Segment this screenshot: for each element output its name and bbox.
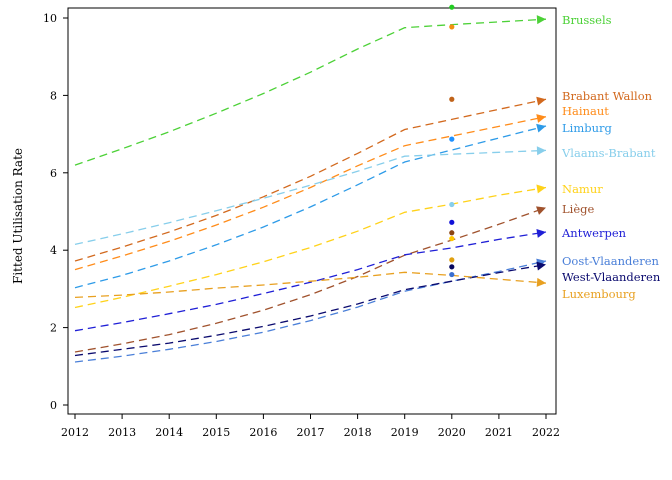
y-axis: 0 2 4 6 8 10 bbox=[43, 12, 68, 412]
plot-frame bbox=[67, 7, 557, 415]
series-line bbox=[74, 149, 547, 246]
series-point-2020 bbox=[449, 136, 455, 142]
series-arrowhead bbox=[536, 15, 546, 25]
series-line bbox=[74, 260, 547, 363]
series-label: Luxembourg bbox=[562, 287, 636, 301]
series-label: Hainaut bbox=[562, 104, 609, 118]
series-label: Oost-Vlaanderen bbox=[562, 254, 659, 268]
y-tick-label: 2 bbox=[50, 322, 57, 335]
x-tick-label: 2018 bbox=[344, 426, 372, 439]
y-tick-label: 6 bbox=[50, 167, 57, 180]
series-label: Limburg bbox=[562, 121, 612, 135]
y-tick-label: 10 bbox=[43, 12, 57, 25]
x-axis: 2012 2013 2014 2015 2016 2017 2018 2019 2020 2021… bbox=[61, 414, 560, 439]
series-point-2020 bbox=[449, 219, 455, 225]
series-point-2020 bbox=[449, 264, 455, 270]
y-tick-label: 0 bbox=[50, 399, 57, 412]
series-line bbox=[74, 186, 547, 309]
series-label: Brussels bbox=[562, 13, 612, 27]
series-arrowhead bbox=[536, 261, 546, 271]
series-arrowhead bbox=[536, 184, 546, 194]
series-label: Vlaams-Brabant bbox=[561, 146, 656, 160]
series-line bbox=[74, 271, 547, 299]
series-point-2020 bbox=[449, 257, 455, 263]
series-line bbox=[74, 116, 547, 271]
series-arrowhead bbox=[536, 228, 546, 238]
y-tick-label: 8 bbox=[50, 89, 57, 102]
x-tick-label: 2015 bbox=[202, 426, 230, 439]
x-tick-label: 2012 bbox=[61, 426, 89, 439]
y-tick-label: 4 bbox=[50, 244, 57, 257]
x-tick-label: 2013 bbox=[108, 426, 136, 439]
series-line bbox=[74, 125, 547, 289]
x-tick-label: 2017 bbox=[297, 426, 325, 439]
series-lines bbox=[74, 15, 547, 363]
series-line bbox=[74, 18, 547, 166]
series-line bbox=[74, 206, 547, 353]
series-point-2020 bbox=[449, 201, 455, 208]
series-label: West-Vlaanderen bbox=[562, 270, 661, 284]
series-arrowhead bbox=[536, 206, 546, 215]
series-arrowhead bbox=[536, 96, 546, 106]
series-label: Antwerpen bbox=[561, 226, 627, 240]
series-line bbox=[74, 231, 547, 332]
series-point-2020 bbox=[449, 230, 455, 236]
series-line bbox=[74, 98, 547, 262]
series-point-2020 bbox=[449, 271, 455, 278]
series-point-2020 bbox=[449, 24, 455, 30]
x-tick-label: 2020 bbox=[438, 426, 466, 439]
series-label: Brabant Wallon bbox=[562, 89, 653, 103]
series-point-2020 bbox=[449, 235, 455, 242]
series-point-2020 bbox=[449, 4, 455, 10]
series-arrowhead bbox=[536, 277, 546, 287]
y-axis-title: Fitted Utilisation Rate bbox=[11, 148, 25, 284]
series-arrowhead bbox=[536, 146, 546, 156]
x-tick-label: 2019 bbox=[391, 426, 419, 439]
series-points-2020 bbox=[449, 4, 455, 278]
series-arrowhead bbox=[536, 123, 546, 133]
series-label: Namur bbox=[562, 182, 603, 196]
series-arrowhead bbox=[536, 114, 546, 123]
x-tick-label: 2021 bbox=[485, 426, 513, 439]
series-point-2020 bbox=[449, 96, 455, 102]
x-tick-label: 2014 bbox=[155, 426, 183, 439]
series-line bbox=[74, 263, 547, 357]
x-tick-label: 2022 bbox=[532, 426, 560, 439]
series-label: Liège bbox=[562, 202, 594, 216]
x-tick-label: 2016 bbox=[249, 426, 277, 439]
